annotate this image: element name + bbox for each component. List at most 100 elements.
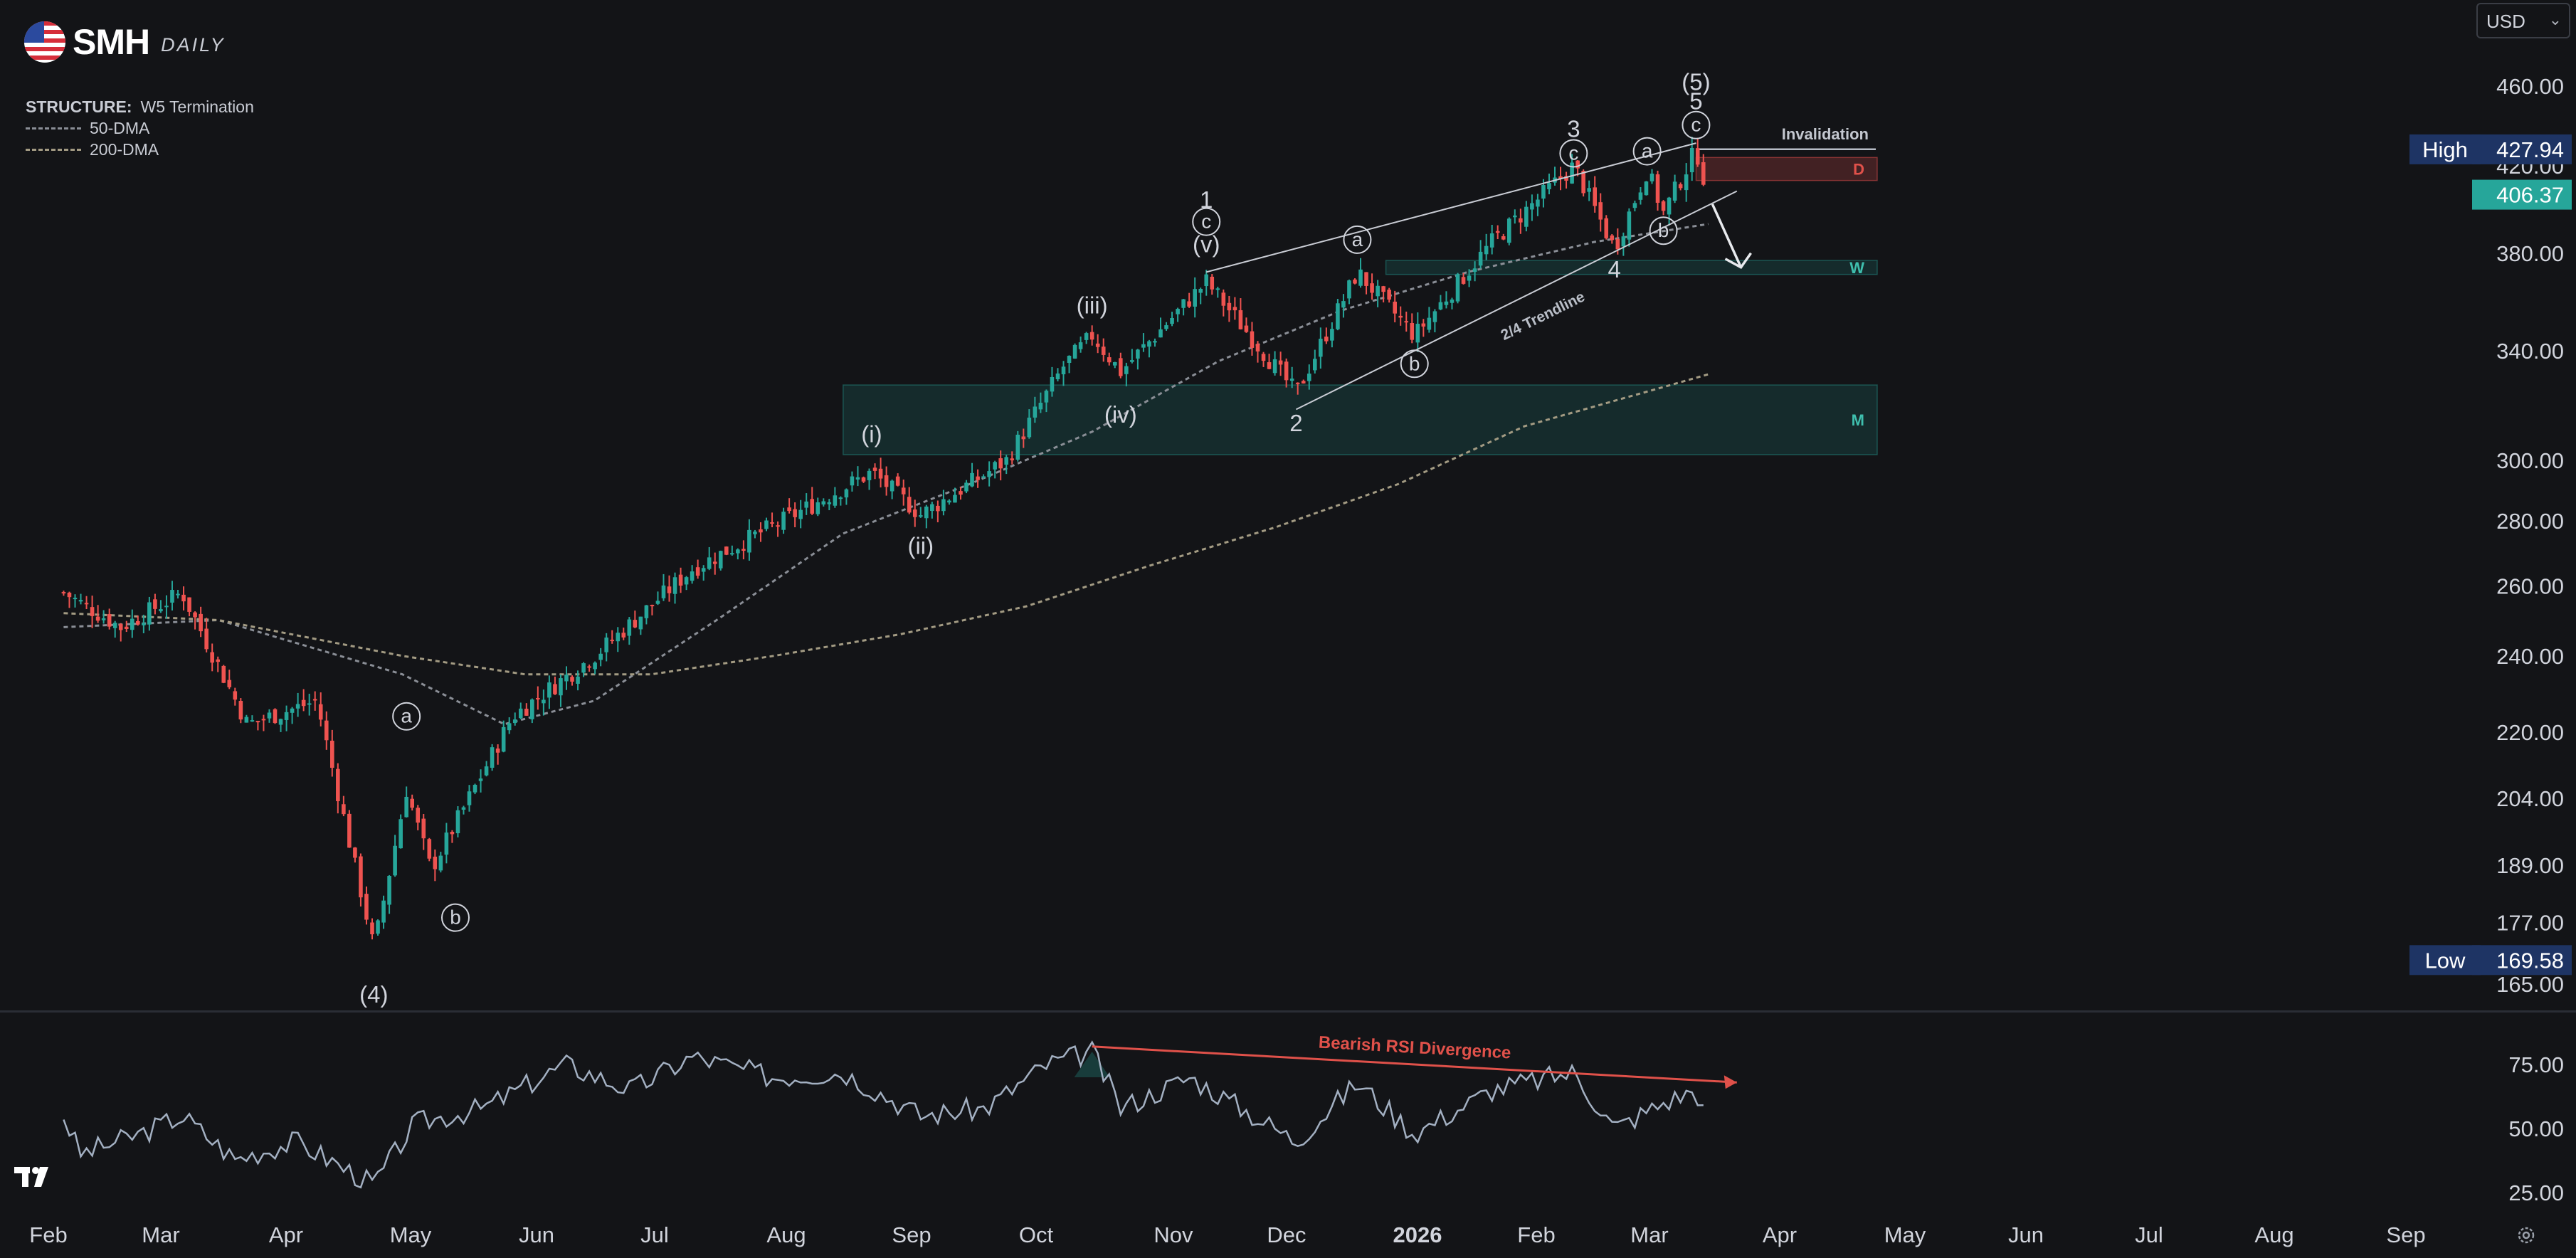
candle: [261, 714, 266, 731]
candle-body: [324, 720, 329, 741]
candle-body: [221, 665, 226, 683]
candle-body: [461, 807, 466, 810]
candle-body: [890, 480, 894, 492]
candle-body: [907, 497, 912, 513]
candle-body: [1484, 245, 1489, 255]
candle-body: [993, 462, 997, 470]
candle: [627, 617, 632, 645]
candle: [359, 853, 363, 906]
candle: [1170, 312, 1174, 327]
candle: [1112, 361, 1117, 369]
wave-label-text: a: [1642, 140, 1653, 162]
candle: [461, 805, 466, 815]
tradingview-logo-icon[interactable]: [13, 1164, 58, 1193]
candle-body: [878, 468, 883, 479]
candle: [1319, 327, 1323, 369]
ma200-swatch: [26, 148, 81, 151]
candle-body: [1198, 289, 1203, 293]
candle: [507, 717, 512, 734]
candle-body: [530, 699, 534, 719]
candle: [1187, 292, 1191, 308]
x-tick-label: May: [390, 1222, 432, 1247]
high-badge: High 427.94: [2409, 134, 2572, 164]
candle: [821, 498, 826, 507]
ticker-symbol: SMH: [73, 22, 150, 62]
low-badge: Low 169.58: [2409, 945, 2572, 976]
candle: [1312, 349, 1317, 374]
x-tick-label: Sep: [2386, 1222, 2425, 1247]
candle-body: [661, 585, 666, 598]
candle-body: [1644, 181, 1649, 196]
candle: [1164, 322, 1168, 331]
candle-body: [587, 666, 591, 668]
candle-body: [307, 703, 312, 705]
candle-body: [1678, 184, 1683, 189]
candle-body: [884, 475, 889, 487]
candle: [993, 460, 997, 479]
candle-body: [759, 529, 763, 533]
candle: [518, 702, 523, 719]
symbol-logo: SMH DAILY: [24, 21, 226, 63]
candle-body: [1393, 301, 1397, 314]
invalidation-label: Invalidation: [1782, 125, 1869, 143]
candle: [112, 620, 117, 638]
candle: [1095, 334, 1100, 354]
candle: [530, 698, 534, 724]
candle-body: [638, 616, 643, 630]
candle-body: [1587, 188, 1591, 192]
candle: [1244, 317, 1249, 333]
candle: [1015, 430, 1020, 462]
candle-body: [1238, 310, 1243, 329]
candle: [1084, 332, 1089, 344]
candle-body: [593, 662, 597, 670]
candle: [342, 796, 346, 817]
candle-body: [616, 633, 621, 642]
candle-body: [1495, 231, 1500, 233]
candle-body: [329, 740, 334, 768]
candle-body: [1341, 301, 1346, 308]
candle: [850, 471, 855, 492]
legend-ma200[interactable]: 200-DMA: [26, 139, 254, 160]
candle: [278, 718, 283, 732]
trendline-lower: [1295, 190, 1738, 411]
candle-body: [227, 680, 232, 687]
rsi-y-tick-label: 75.00: [2508, 1052, 2564, 1077]
settings-icon[interactable]: [2513, 1222, 2539, 1252]
x-tick-label: Apr: [269, 1222, 303, 1247]
x-tick-label: Feb: [1517, 1222, 1555, 1247]
candle-body: [815, 502, 820, 514]
candle: [1072, 343, 1077, 359]
wave-label-text: c: [1691, 114, 1701, 136]
candle-body: [918, 515, 923, 517]
candle-body: [153, 599, 157, 609]
candle: [416, 805, 421, 830]
candle-body: [1672, 181, 1677, 201]
candle-body: [1347, 280, 1351, 299]
currency-select[interactable]: USD ⌄: [2476, 3, 2570, 38]
candle-body: [261, 719, 266, 721]
candle-body: [444, 832, 449, 855]
candle: [1444, 291, 1449, 309]
candle: [1404, 311, 1409, 332]
candle: [718, 550, 723, 571]
candle: [1547, 173, 1551, 195]
candle: [598, 648, 603, 667]
candle: [559, 674, 563, 707]
candle-body: [695, 567, 700, 576]
candle: [827, 499, 832, 511]
zone-m: [843, 384, 1878, 455]
candle: [495, 744, 500, 765]
candle: [907, 487, 912, 514]
candle: [833, 487, 838, 508]
candle-body: [1353, 279, 1357, 284]
candle-body: [1084, 333, 1089, 340]
wave-label-circled: c: [1559, 139, 1588, 168]
candle: [878, 458, 883, 488]
candle-body: [176, 593, 180, 596]
candle-body: [455, 810, 460, 834]
y-tick-label: 380.00: [2496, 241, 2564, 266]
wave-label-text: 1: [1200, 186, 1213, 213]
candle: [324, 711, 329, 750]
legend-ma50[interactable]: 50-DMA: [26, 117, 254, 139]
